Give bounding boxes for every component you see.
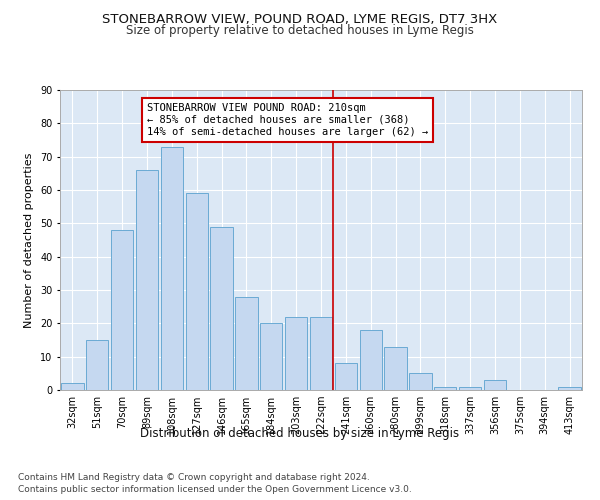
Bar <box>185 194 208 390</box>
Text: STONEBARROW VIEW, POUND ROAD, LYME REGIS, DT7 3HX: STONEBARROW VIEW, POUND ROAD, LYME REGIS… <box>103 12 497 26</box>
Bar <box>310 316 332 390</box>
Bar <box>161 146 183 390</box>
Bar <box>484 380 506 390</box>
Bar <box>61 384 83 390</box>
Bar <box>285 316 307 390</box>
Bar <box>211 226 233 390</box>
Text: Contains public sector information licensed under the Open Government Licence v3: Contains public sector information licen… <box>18 485 412 494</box>
Text: Size of property relative to detached houses in Lyme Regis: Size of property relative to detached ho… <box>126 24 474 37</box>
Text: Distribution of detached houses by size in Lyme Regis: Distribution of detached houses by size … <box>140 428 460 440</box>
Bar <box>359 330 382 390</box>
Bar <box>235 296 257 390</box>
Text: STONEBARROW VIEW POUND ROAD: 210sqm
← 85% of detached houses are smaller (368)
1: STONEBARROW VIEW POUND ROAD: 210sqm ← 85… <box>147 104 428 136</box>
Bar <box>385 346 407 390</box>
Bar <box>335 364 357 390</box>
Bar <box>409 374 431 390</box>
Bar <box>111 230 133 390</box>
Bar <box>136 170 158 390</box>
Text: Contains HM Land Registry data © Crown copyright and database right 2024.: Contains HM Land Registry data © Crown c… <box>18 472 370 482</box>
Bar <box>459 386 481 390</box>
Bar <box>434 386 457 390</box>
Bar <box>260 324 283 390</box>
Y-axis label: Number of detached properties: Number of detached properties <box>25 152 34 328</box>
Bar <box>86 340 109 390</box>
Bar <box>559 386 581 390</box>
